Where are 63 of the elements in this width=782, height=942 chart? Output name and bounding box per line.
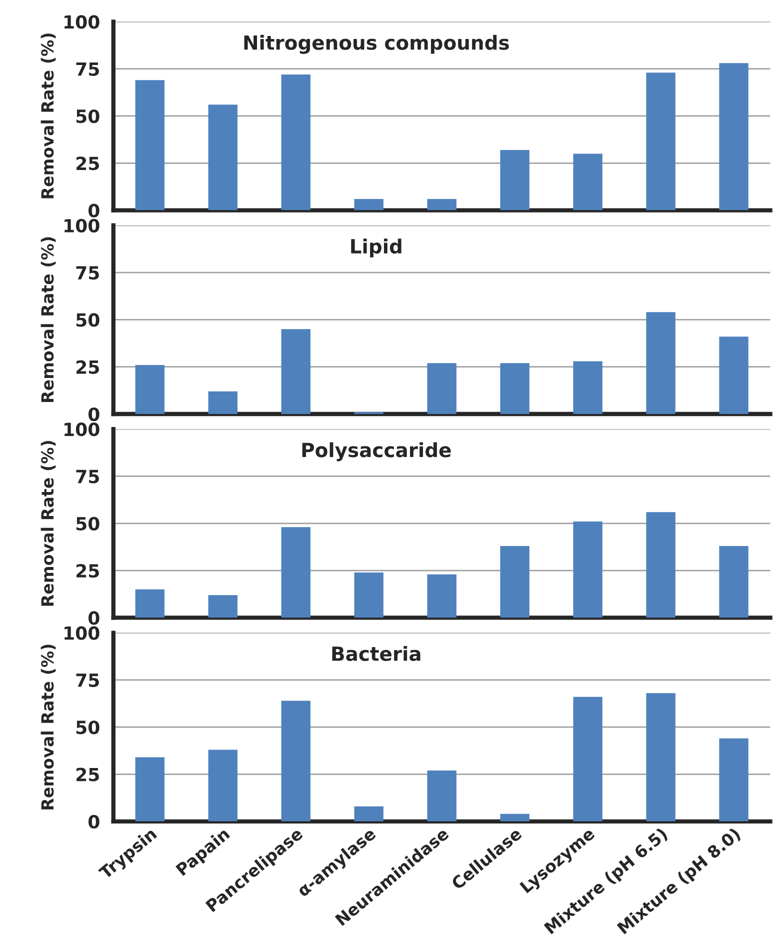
y-tick-label: 0 (88, 407, 100, 422)
bar (281, 700, 310, 822)
text: Lipid (351, 238, 402, 258)
bar (500, 546, 530, 618)
bar (573, 522, 602, 618)
y-tick-label: 25 (76, 768, 99, 782)
bar (281, 74, 310, 210)
y-tick-label: 100 (64, 626, 100, 640)
bar (427, 770, 456, 822)
bar (427, 198, 456, 210)
y-tick-label: 75 (76, 674, 99, 688)
bar (354, 198, 384, 210)
bar (354, 806, 384, 822)
y-tick-label: 0 (88, 611, 100, 625)
bar (646, 72, 676, 210)
y-tick-label: 25 (76, 360, 99, 374)
y-tick-label: 75 (76, 470, 99, 484)
y-tick-label: 75 (76, 62, 99, 76)
bar (135, 80, 164, 210)
bar (646, 512, 676, 618)
y-tick-label: 25 (76, 564, 99, 578)
y-tick-label: 25 (76, 156, 99, 170)
text: Bacteria (332, 646, 420, 662)
bar (354, 572, 384, 618)
text: Polysaccaride (302, 442, 451, 462)
bar (719, 336, 748, 414)
bar (281, 329, 310, 414)
bar (500, 150, 530, 210)
y-axis-title: Removal Rate (%) (40, 644, 56, 810)
y-tick-label: 100 (64, 422, 100, 436)
bar (646, 312, 676, 414)
bar (427, 574, 456, 618)
y-tick-label: 50 (76, 720, 100, 734)
bar (208, 104, 238, 210)
bar (427, 363, 456, 414)
bar (573, 361, 602, 414)
y-tick-label: 50 (76, 313, 100, 327)
bar (719, 63, 748, 210)
bar (573, 154, 602, 210)
y-tick-label: 100 (64, 15, 100, 29)
bar (573, 696, 602, 822)
bar (135, 589, 164, 618)
bar (281, 527, 310, 618)
y-tick-label: 0 (88, 204, 100, 218)
bar (135, 364, 164, 414)
text: Nitrogenous compounds (244, 34, 509, 54)
y-axis-title: Removal Rate (%) (40, 237, 56, 402)
y-tick-label: 0 (88, 814, 100, 829)
y-tick-label: 100 (64, 218, 100, 232)
bar (135, 757, 164, 822)
y-axis-title: Removal Rate (%) (40, 34, 56, 198)
bar (500, 814, 530, 822)
bar (208, 391, 238, 414)
bar (719, 546, 748, 618)
y-tick-label: 75 (76, 266, 99, 280)
y-axis-title: Removal Rate (%) (40, 441, 56, 606)
y-tick-label: 50 (76, 109, 100, 124)
bar (719, 738, 748, 822)
bar (208, 595, 238, 618)
bar (208, 750, 238, 822)
bar (500, 363, 530, 414)
bar (646, 693, 676, 822)
y-tick-label: 50 (76, 516, 100, 531)
